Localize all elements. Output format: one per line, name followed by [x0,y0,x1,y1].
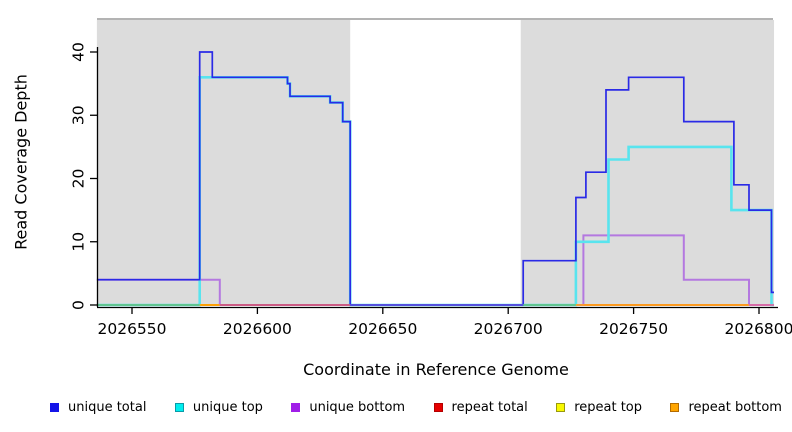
y-tick-label: 0 [70,300,88,310]
x-tick-label: 2026600 [223,320,292,338]
y-tick-label: 40 [70,42,88,62]
x-axis-label: Coordinate in Reference Genome [303,360,569,379]
y-tick-label: 10 [70,232,88,252]
x-tick-label: 2026650 [348,320,417,338]
legend-swatch-icon [174,402,184,412]
legend: unique total unique top unique bottom repea… [50,396,782,418]
legend-item-repeat-bottom: repeat bottom [670,400,782,415]
legend-label: unique bottom [309,399,406,415]
y-tick-label: 20 [70,169,88,189]
legend-item-repeat-top: repeat top [556,400,642,415]
right-gray-region [520,20,775,306]
x-tick-label: 2026750 [599,320,668,338]
x-tick-label: 2026800 [724,320,792,338]
legend-swatch-icon [433,402,443,412]
series-unique_bottom [96,234,774,306]
legend-item-unique-top: unique top [174,399,263,415]
legend-swatch-icon [291,402,301,412]
legend-label: repeat bottom [688,399,782,415]
x-tick-label: 2026700 [474,320,543,338]
legend-swatch-icon [670,402,680,412]
y-axis-label: Read Coverage Depth [11,74,31,250]
legend-item-unique-total: unique total [50,400,146,415]
legend-item-unique-bottom: unique bottom [291,400,405,415]
y-tick-label: 30 [70,105,88,125]
legend-label: repeat total [451,399,528,415]
legend-label: unique total [68,399,147,415]
legend-label: unique top [192,399,263,415]
series-unique_total [96,51,774,306]
legend-item-repeat-total: repeat total [433,399,528,415]
legend-swatch-icon [556,402,566,412]
legend-swatch-icon [50,402,59,412]
legend-label: repeat top [574,399,642,415]
x-tick-label: 2026550 [97,320,166,338]
left-gray-region [96,20,351,306]
